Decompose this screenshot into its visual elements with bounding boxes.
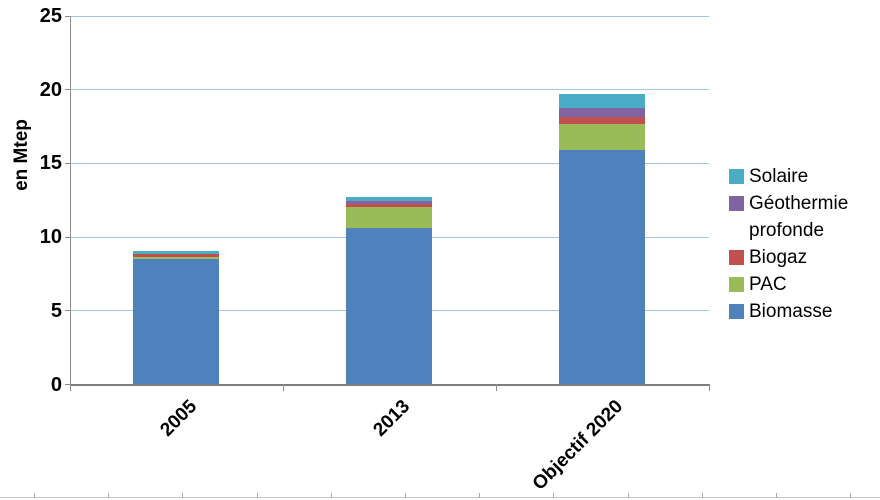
x-axis-category-label: Objectif 2020 [528,396,627,495]
legend-label: Géothermie profonde [749,193,849,241]
y-axis-tick-label: 20 [39,78,62,101]
bar-segment-g-othermie-profonde [346,201,432,205]
bar-segment-pac [346,206,432,229]
bar-segment-biogaz [346,204,432,207]
bar-segment-biomasse [559,150,645,385]
x-axis-category-label: 2005 [156,396,201,441]
partial-next-chart-edge [0,493,880,498]
ruler-tick [256,493,258,498]
legend: Solaire Géothermie profonde Biogaz PAC Bioma… [729,163,879,325]
ruler-tick [108,493,110,498]
x-axis-line [69,383,709,386]
y-axis-line [69,16,71,385]
legend-label: Biomasse [749,301,833,322]
gridline [69,89,709,91]
y-axis-tick-label: 25 [39,5,62,27]
ruler-tick [405,493,406,498]
ruler-tick [330,493,332,498]
legend-item-biomasse: Biomasse [729,298,879,325]
y-axis-tick-label: 5 [50,299,62,322]
legend-label: Solaire [749,166,809,187]
ruler-tick [182,493,184,498]
legend-swatch-biomasse [729,304,744,319]
ruler-tick [627,493,629,498]
y-axis-tick-label: 10 [39,226,62,249]
legend-swatch-g-othermie-profonde [729,196,744,211]
y-axis-tick [64,310,70,312]
bar-segment-biogaz [133,253,219,257]
bar-segment-pac [133,256,219,260]
y-axis-tick-label: 0 [50,373,62,396]
legend-swatch-biogaz [729,250,744,265]
bar-segment-solaire [559,93,645,108]
y-axis-tick [64,89,70,91]
legend-item-pac: PAC [729,271,879,298]
ruler-tick [553,493,555,498]
bar-segment-biogaz [559,116,645,124]
legend-item-solaire: Solaire [729,163,879,190]
gridline [69,162,709,164]
legend-label: Biogaz [749,247,808,268]
x-axis-tick [282,383,284,391]
ruler-tick [776,493,777,498]
bar-segment-biomasse [133,259,219,385]
ruler-tick [479,493,481,498]
y-axis-tick [64,384,70,385]
legend-swatch-pac [729,277,744,292]
legend-item-biogaz: Biogaz [729,244,879,271]
x-axis-tick [708,383,710,391]
ruler-tick [850,493,852,498]
bar-segment-solaire [133,250,219,254]
bar-segment-g-othermie-profonde [559,107,645,117]
y-axis-tick [64,162,70,164]
y-axis-tick [64,15,70,17]
x-axis-tick [69,383,71,391]
ruler-tick [34,493,35,498]
bar-segment-biomasse [346,228,432,385]
bar-segment-pac [559,123,645,151]
legend-swatch-solaire [729,169,744,184]
legend-item-g-othermie-profonde: Géothermie profonde [729,190,879,244]
y-axis-tick [64,236,70,238]
bar-segment-solaire [346,197,432,202]
ruler-tick [701,493,703,498]
x-axis-category-label: 2013 [369,396,414,441]
gridline [69,15,709,17]
legend-label: PAC [749,274,787,295]
x-axis-tick [495,383,497,391]
y-axis-tick-label: 15 [39,152,62,175]
